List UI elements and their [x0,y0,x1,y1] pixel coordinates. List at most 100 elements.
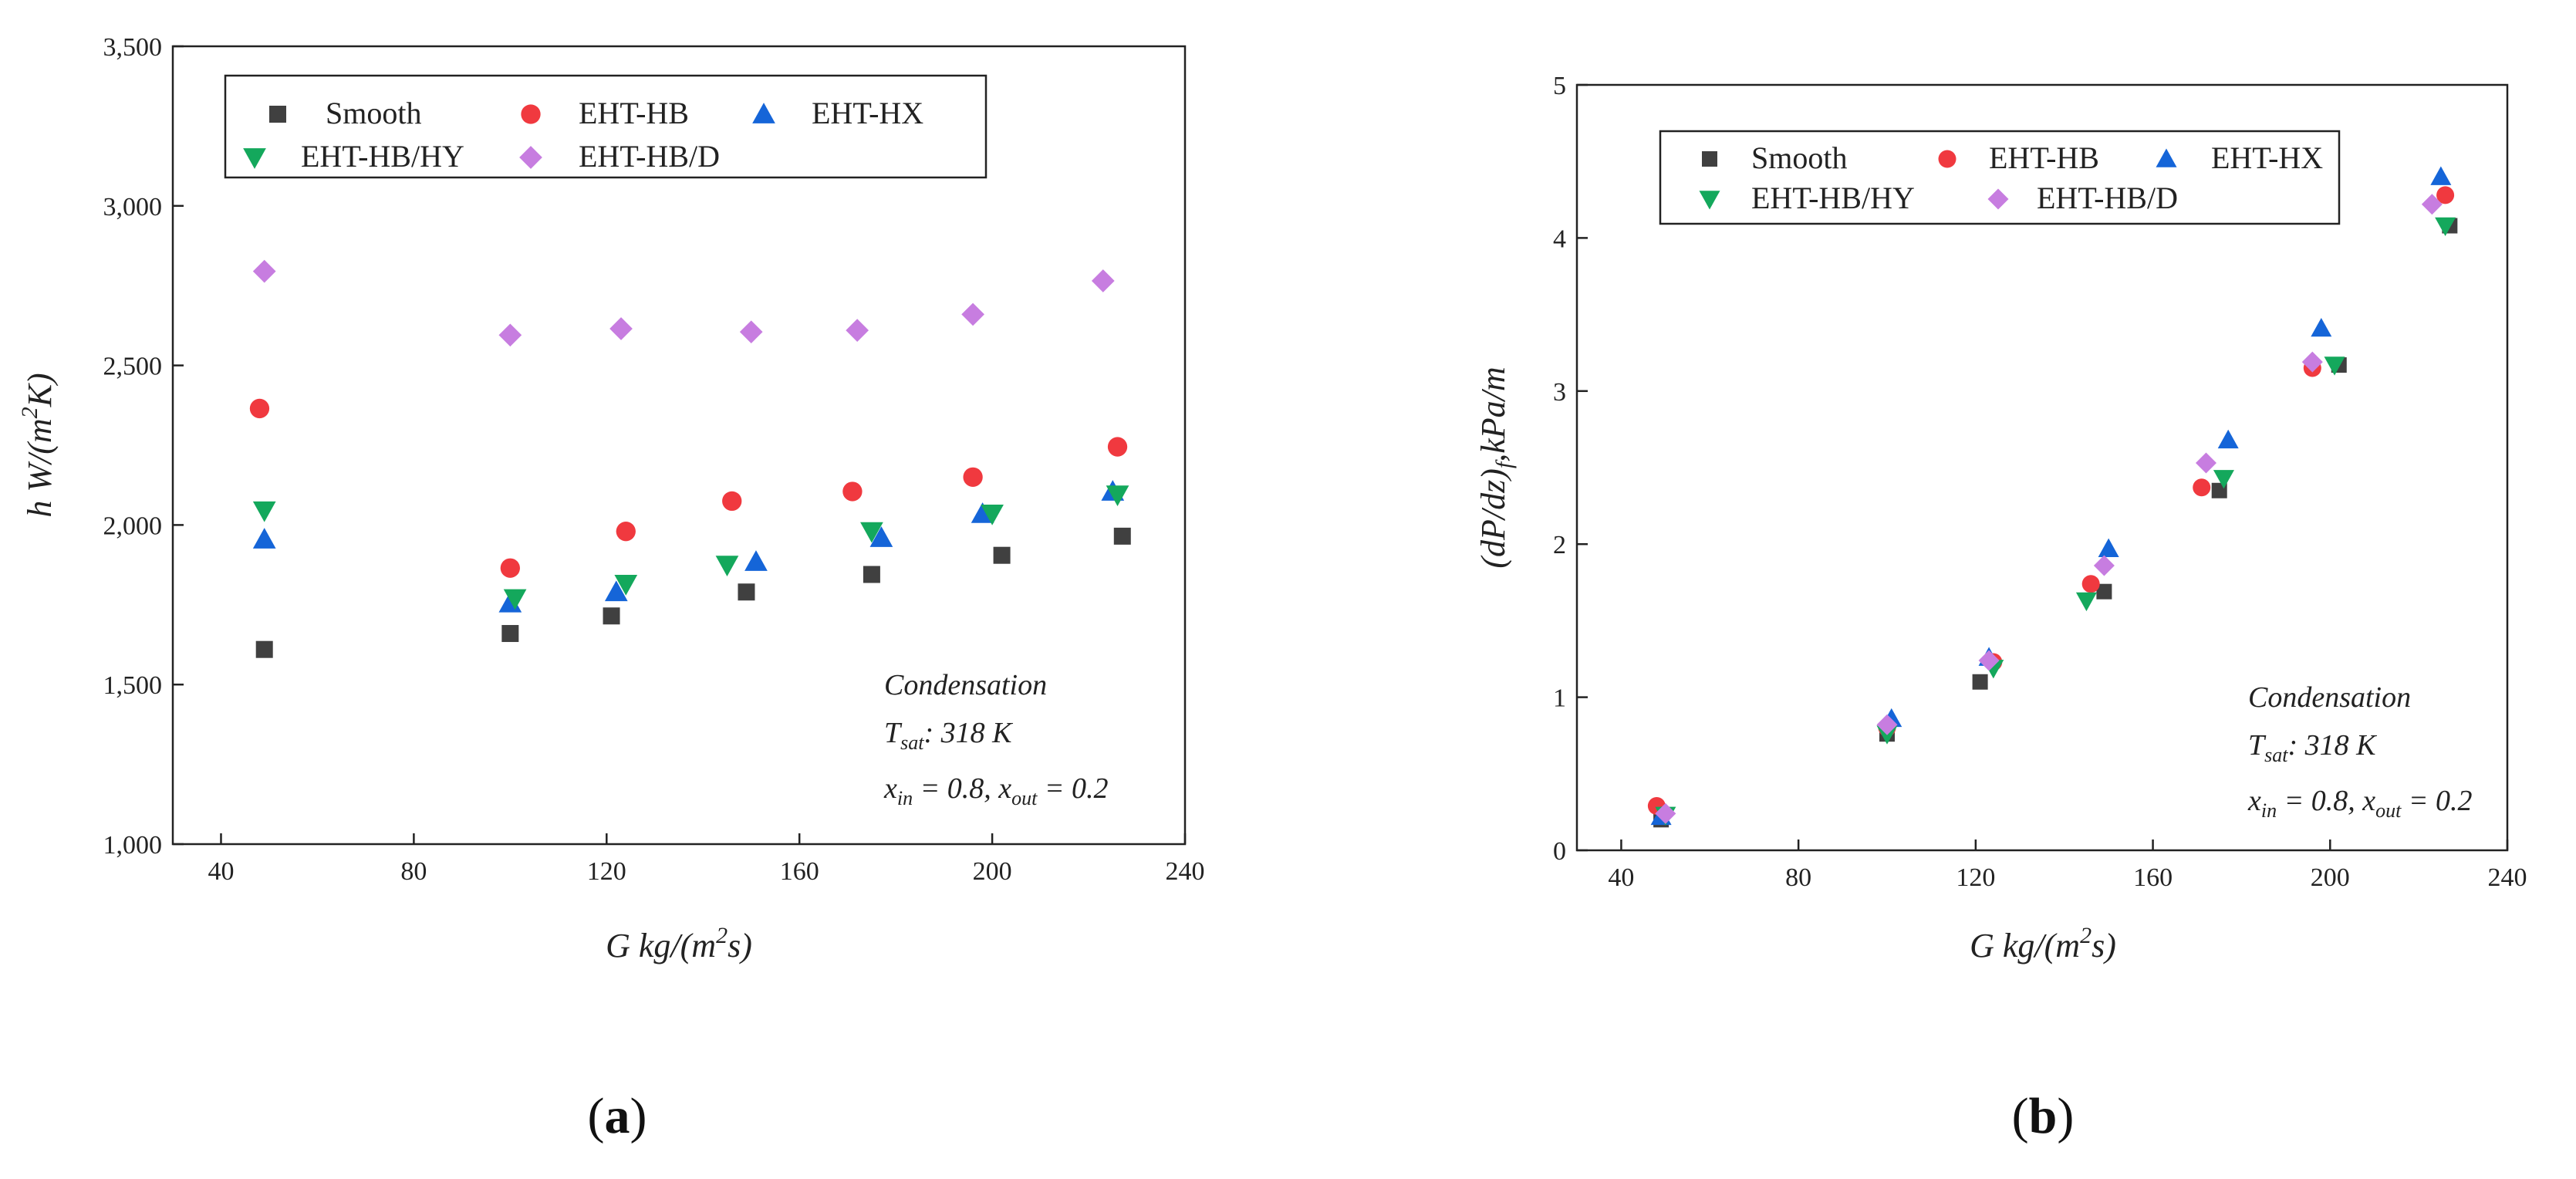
panel-a-legend-smooth: Smooth [326,96,421,130]
panel-a-point-eht-hb [1107,437,1128,457]
panel-a-y-tick-label: 3,000 [103,193,163,221]
panel-b-note-condensation: Condensation [2248,681,2411,714]
panel-b-point-eht-hx [2217,429,2239,449]
panel-a-point-eht-hb [249,398,270,419]
panel-a-point-eht-hb [722,491,742,512]
panel-a-y-axis-title: h W/(m2K) [17,373,59,517]
panel-b-ticks: 40 80 120 160 200 240 0 1 2 3 4 5 [1553,72,2527,892]
panel-b-point-eht-hb-d [1876,714,1898,735]
panel-a-ticks: 40 80 120 160 200 240 1,000 1,500 2,000 2,500 3,00… [103,33,1205,886]
panel-b-y-tick-label: 1 [1553,684,1566,713]
panel-b-x-tick-label: 120 [1956,863,1995,892]
panel-a-x-tick-label: 80 [400,857,427,886]
panel-a-point-smooth [255,640,273,658]
panel-a-point-smooth [501,625,519,643]
panel-b-legend: Smooth EHT-HB EHT-HX EHT-HB/HY EHT-HB/D [1659,130,2341,225]
panel-b-point-eht-hb-hy [2324,356,2345,376]
panel-b-point-smooth [2096,583,2112,600]
panel-b-point-eht-hb-d [2301,351,2323,373]
panel-b-point-eht-hb-d [2093,555,2115,576]
panel-a-point-eht-hb-d [252,259,276,283]
panel-a-point-smooth [863,566,880,583]
panel-b-legend-marker-eht-hb-hy [1699,191,1720,210]
panel-a-point-eht-hx [869,526,893,547]
panel-a-point-eht-hb-hy [1106,485,1129,506]
panel-a-point-smooth [603,607,620,625]
panel-a-chart: 40 80 120 160 200 240 1,000 1,500 2,000 2,500 3,00… [17,33,1205,1144]
panel-b-y-tick-label: 0 [1553,837,1566,866]
panel-a-x-axis-title: G kg/(m2s) [606,923,752,964]
panel-b-x-tick-label: 240 [2488,863,2527,892]
panel-b-point-eht-hb-d [1655,802,1676,824]
panel-a-legend-marker-eht-hx [752,103,775,123]
panel-b-legend-marker-eht-hb [1938,150,1956,168]
panel-a-point-eht-hb-hy [715,556,739,576]
panel-b-y-tick-label: 5 [1553,72,1566,100]
panel-a-legend-marker-eht-hb-hy [243,148,266,169]
panel-a-legend-marker-eht-hb-d [519,146,542,169]
panel-b-legend-eht-hb-hy: EHT-HB/HY [1751,181,1915,215]
panel-b-point-eht-hb-hy [2075,592,2097,612]
panel-a-y-tick-label: 1,500 [103,671,163,700]
panel-a-point-eht-hb [616,522,636,542]
panel-b-point-eht-hb-d [2421,194,2443,215]
panel-b-legend-marker-smooth [1702,151,1717,167]
panel-a-legend-box [224,74,988,179]
panel-a-annotation: Condensation Tsat: 318 K xin = 0.8, xout… [883,669,1109,809]
panel-a-x-tick-label: 200 [973,857,1012,886]
panel-a-legend-marker-smooth [269,106,286,123]
panel-b-legend-markers [1699,148,2177,210]
panel-b-plot-frame [1575,83,2509,852]
panel-a-x-tick-label: 40 [208,857,234,886]
panel-b-chart: 40 80 120 160 200 240 0 1 2 3 4 5 Smooth EHT-HB EHT… [1474,72,2527,1144]
panel-b-point-eht-hb [2081,575,2100,593]
panel-b-legend-eht-hx: EHT-HX [2211,140,2323,175]
panel-a-y-tick-label: 1,000 [103,831,163,860]
panel-a-point-eht-hx [604,580,628,602]
panel-b-point-eht-hb-d [1978,650,2000,671]
panel-a-point-smooth [1113,527,1131,545]
panel-a-point-eht-hb [500,558,520,578]
panel-b-x-tick-label: 160 [2133,863,2173,892]
panel-b-note-tsat: Tsat: 318 K [2248,729,2377,766]
panel-a-point-eht-hx [744,550,768,571]
panel-a-x-tick-label: 160 [780,857,819,886]
panel-b-caption: (b) [2012,1088,2075,1144]
panel-a-point-eht-hb-d [498,323,522,347]
panel-a-point-eht-hb-hy [981,505,1004,525]
panel-b-y-axis-title: (dP/dz)f,kPa/m [1474,367,1517,568]
panel-a-note-quality: xin = 0.8, xout = 0.2 [883,772,1109,809]
panel-a-y-tick-label: 2,500 [103,353,163,381]
panel-b-point-eht-hb-d [2195,452,2216,474]
panel-b-legend-eht-hb-d: EHT-HB/D [2037,181,2178,215]
panel-a-point-eht-hb-d [846,319,869,342]
panel-b-y-tick-label: 2 [1553,531,1566,559]
panel-a-point-eht-hb-d [609,317,633,340]
panel-b-point-eht-hx [2311,317,2332,337]
panel-a-point-eht-hx [252,528,276,549]
panel-a-legend-eht-hb-hy: EHT-HB/HY [301,139,464,174]
panel-a-point-eht-hb-d [1091,269,1115,292]
panel-a-legend-eht-hb-d: EHT-HB/D [579,139,720,174]
panel-b-legend-eht-hb: EHT-HB [1989,140,2099,175]
panel-b-point-eht-hb-hy [2435,217,2456,237]
panel-a-caption: (a) [588,1088,647,1144]
panel-b-point-eht-hb [2436,186,2455,204]
panel-b-x-tick-label: 40 [1608,863,1634,892]
panel-a-data-points [249,259,1131,658]
panel-b-legend-marker-eht-hb-d [1987,188,2009,210]
panel-a-legend-eht-hx: EHT-HX [812,96,923,130]
panel-b-x-axis-title: G kg/(m2s) [1970,923,2116,964]
panel-b-legend-marker-eht-hx [2156,148,2177,167]
panel-b-data-points [1647,166,2458,828]
panel-b-point-smooth [1972,674,1988,690]
panel-a-legend-eht-hb: EHT-HB [579,96,689,130]
panel-b-point-eht-hb-hy [2213,470,2234,489]
panel-b-point-eht-hb [2193,478,2211,497]
panel-a-point-eht-hb-hy [614,575,638,596]
panel-b-legend-smooth: Smooth [1751,140,1847,175]
panel-a-note-condensation: Condensation [884,669,1047,701]
panel-b-point-eht-hx [2430,166,2452,185]
panel-a-point-eht-hb-hy [252,501,276,522]
